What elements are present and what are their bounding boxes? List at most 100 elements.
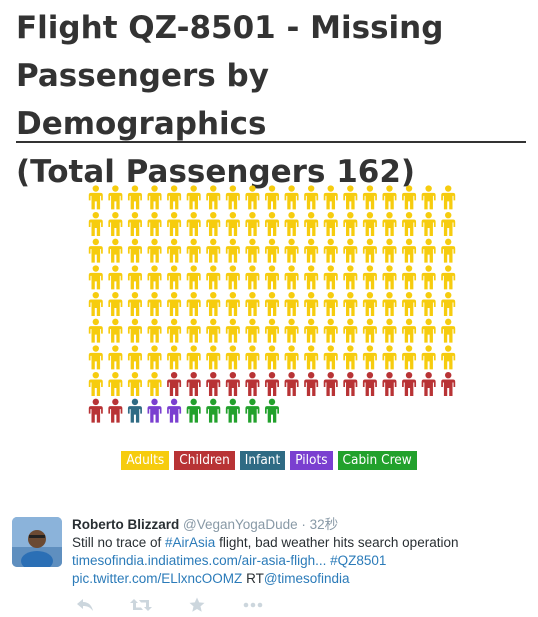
person-icon-adults [441,292,456,316]
tweet-text-prefix: Still no trace of [72,535,166,550]
person-icon-adults [421,318,436,343]
person-icon-adults [167,185,182,210]
person-icon-cabin-crew [206,398,221,423]
more-button[interactable] [240,596,266,614]
person-icon-children [186,372,201,396]
legend-infant: Infant [239,451,286,470]
pic-link[interactable]: pic.twitter.com/ELlxncOOMZ [72,571,243,586]
person-icon-adults [127,372,142,396]
person-icon-adults [265,318,279,343]
person-icon-adults [382,238,397,263]
person-icon-adults [88,345,103,370]
person-icon-adults [108,345,123,370]
person-icon-adults [206,238,221,263]
person-icon-children [421,372,436,396]
person-icon-adults [147,318,162,343]
person-icon-adults [127,265,142,290]
person-icon-adults [186,185,201,210]
author-name[interactable]: Roberto Blizzard [72,517,180,532]
person-icon-adults [245,185,260,210]
person-icon-adults [245,318,260,343]
title-line-3: (Total Passengers 162) [16,154,416,190]
person-icon-adults [147,238,162,263]
person-icon-adults [186,292,201,316]
person-icon-adults [147,265,162,290]
person-icon-adults [186,318,201,343]
person-icon-adults [245,265,260,290]
person-icon-adults [225,318,240,343]
person-icon-infant [127,398,142,423]
person-icon-adults [265,238,279,263]
person-icon-cabin-crew [265,398,279,423]
person-icon-adults [108,238,123,263]
person-icon-adults [402,185,417,210]
mention-timesofindia[interactable]: @timesofindia [263,571,350,586]
person-icon-adults [343,345,358,370]
person-icon-adults [206,185,221,210]
tweet-line-3: pic.twitter.com/ELlxncOOMZ RT@timesofind… [72,570,532,588]
person-icon-children [206,372,221,396]
person-icon-adults [362,265,377,290]
hashtag-airasia[interactable]: #AirAsia [165,535,216,550]
person-icon-adults [382,318,397,343]
person-icon-adults [88,185,103,210]
page-title: Flight QZ-8501 - Missing Passengers by D… [16,4,526,196]
person-icon-adults [304,292,319,316]
person-icon-adults [245,345,260,370]
person-icon-adults [323,292,338,316]
person-icon-adults [225,238,240,263]
author-handle[interactable]: @VeganYogaDude [183,517,298,532]
person-icon-adults [225,212,240,236]
person-icon-adults [441,265,456,290]
hashtag-qz8501[interactable]: #QZ8501 [330,553,387,568]
article-link[interactable]: timesofindia.indiatimes.com/air-asia-fli… [72,553,327,568]
person-icon-adults [127,212,142,236]
person-icon-adults [284,292,299,316]
tweet-time[interactable]: 32秒 [309,517,339,532]
person-icon-adults [362,345,377,370]
person-icon-children [362,372,377,396]
tweet-header: Roberto Blizzard @VeganYogaDude · 32秒 [72,516,532,534]
person-icon-adults [343,318,358,343]
person-icon-adults [127,318,142,343]
person-icon-adults [108,265,123,290]
title-line-2: Passengers by Demographics [16,58,269,142]
avatar[interactable] [12,517,62,567]
person-icon-adults [421,238,436,263]
person-icon-adults [284,238,299,263]
tweet-line-1: Still no trace of #AirAsia flight, bad w… [72,534,532,552]
person-icon-adults [245,212,260,236]
person-icon-cabin-crew [225,398,240,423]
person-icon-adults [362,318,377,343]
person-icon-adults [343,185,358,210]
person-icon-cabin-crew [245,398,260,423]
person-icon-children [108,398,123,423]
person-icon-adults [441,185,456,210]
person-icon-adults [206,292,221,316]
person-icon-adults [88,238,103,263]
person-icon-adults [362,238,377,263]
person-icon-children [402,372,417,396]
retweet-button[interactable] [128,596,154,614]
person-icon-adults [304,265,319,290]
tweet-body: Roberto Blizzard @VeganYogaDude · 32秒 St… [72,516,532,588]
tweet-actions [72,596,296,614]
person-icon-adults [382,212,397,236]
person-icon-adults [147,185,162,210]
title-underline [16,141,526,143]
rt-label: RT [246,571,264,586]
person-icon-adults [225,185,240,210]
legend-children: Children [174,451,235,470]
person-icon-adults [284,345,299,370]
person-icon-adults [343,265,358,290]
person-icon-adults [402,318,417,343]
person-icon-adults [265,345,279,370]
person-icon-adults [323,318,338,343]
person-icon-adults [167,345,182,370]
reply-button[interactable] [72,596,98,614]
favorite-button[interactable] [184,596,210,614]
person-icon-pilots [147,398,162,423]
reply-icon [77,599,93,611]
legend-cabin-crew: Cabin Crew [337,451,417,470]
person-icon-children [167,372,182,396]
